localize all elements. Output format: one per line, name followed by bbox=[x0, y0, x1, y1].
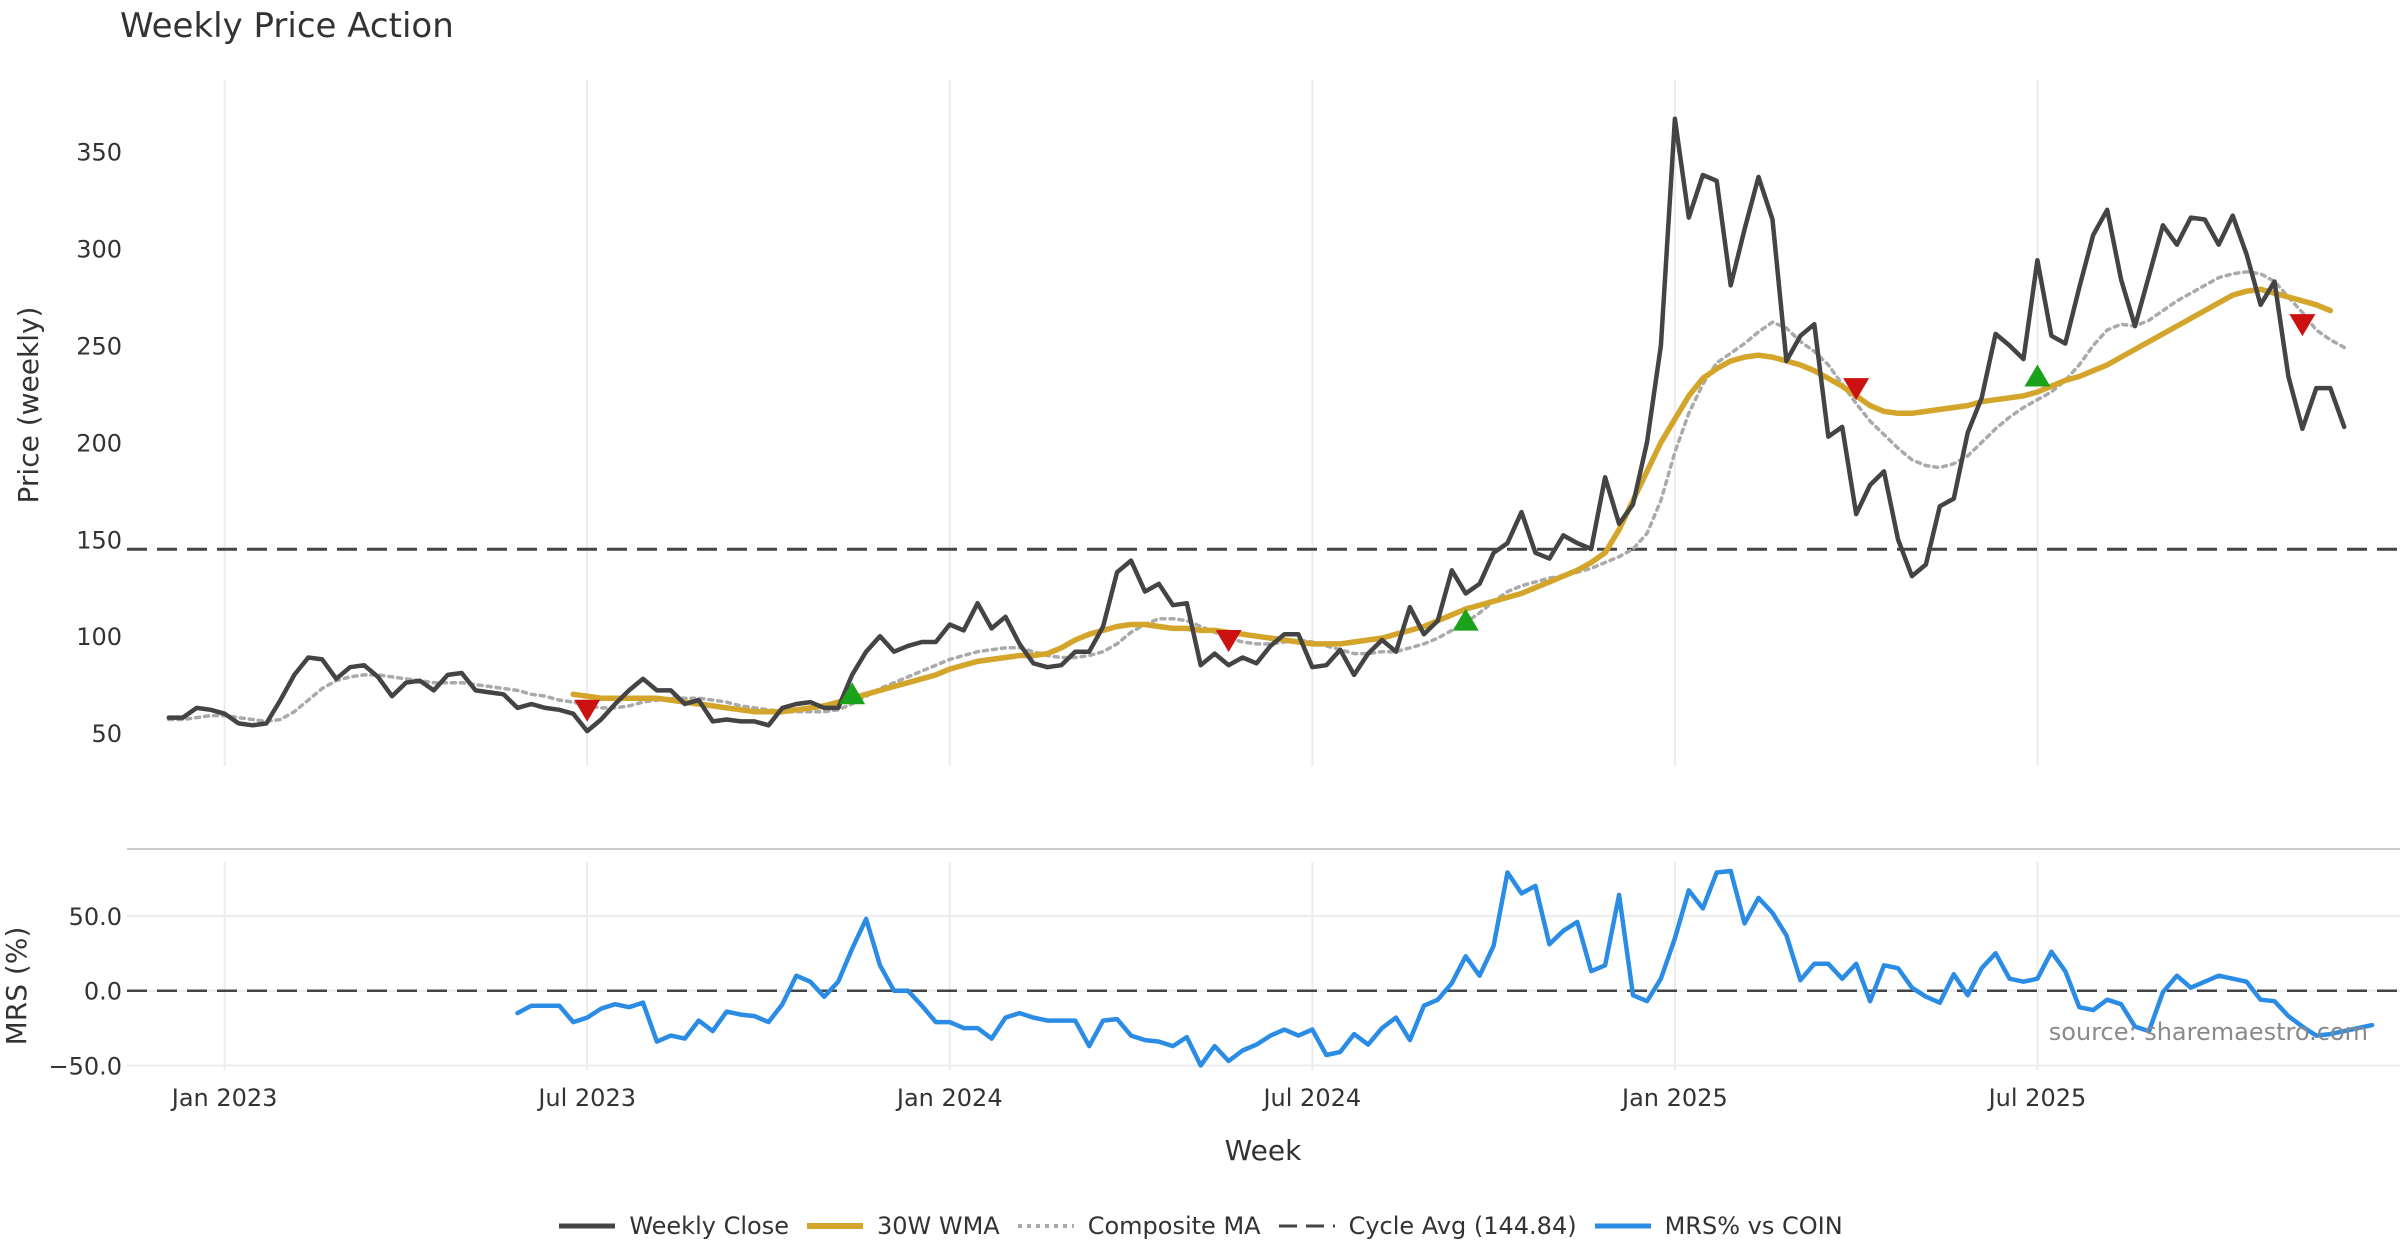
source-note: source: sharemaestro.com bbox=[2048, 1018, 2368, 1046]
mrs-y-tick-label: 0.0 bbox=[84, 978, 122, 1006]
legend-label-mrs: MRS% vs COIN bbox=[1664, 1212, 1843, 1240]
price-y-tick-label: 350 bbox=[76, 139, 122, 167]
buy-signal-marker bbox=[2024, 364, 2051, 387]
price-y-tick-label: 250 bbox=[76, 332, 122, 360]
mrs-y-tick-label: −50.0 bbox=[48, 1053, 122, 1081]
legend-swatch-mrs bbox=[1594, 1223, 1651, 1229]
price-y-tick-label: 100 bbox=[76, 623, 122, 651]
legend-item-cycle-avg: Cycle Avg (144.84) bbox=[1277, 1212, 1577, 1240]
mrs-y-axis-title: MRS (%) bbox=[0, 927, 33, 1046]
x-tick-label: Jan 2023 bbox=[170, 1084, 278, 1112]
price-y-tick-label: 200 bbox=[76, 429, 122, 457]
mrs-line bbox=[515, 868, 2375, 1068]
x-tick-label: Jan 2025 bbox=[1620, 1084, 1728, 1112]
legend-swatch-weekly-close bbox=[559, 1223, 616, 1229]
price-y-tick-label: 300 bbox=[76, 236, 122, 264]
legend-swatch-30w-wma bbox=[806, 1223, 863, 1229]
legend-label-weekly-close: Weekly Close bbox=[629, 1212, 789, 1240]
legend-item-30w-wma: 30W WMA bbox=[805, 1212, 1000, 1240]
buy-signal-marker bbox=[1452, 608, 1479, 631]
legend-swatch-composite-ma bbox=[1017, 1224, 1074, 1228]
weekly-close-line bbox=[166, 116, 2347, 734]
legend-label-composite-ma: Composite MA bbox=[1087, 1212, 1261, 1240]
buy-signal-marker bbox=[839, 682, 866, 705]
x-axis-title: Week bbox=[1225, 1134, 1302, 1167]
legend-item-weekly-close: Weekly Close bbox=[557, 1212, 789, 1240]
chart-title: Weekly Price Action bbox=[120, 6, 454, 46]
x-tick-label: Jan 2024 bbox=[895, 1084, 1003, 1112]
legend-item-mrs: MRS% vs COIN bbox=[1593, 1212, 1843, 1240]
legend-label-cycle-avg: Cycle Avg (144.84) bbox=[1348, 1212, 1577, 1240]
sell-signal-marker bbox=[1843, 378, 1870, 401]
price-y-tick-label: 150 bbox=[76, 526, 122, 554]
x-tick-label: Jul 2025 bbox=[1987, 1084, 2087, 1112]
legend-label-30w-wma: 30W WMA bbox=[876, 1212, 1000, 1240]
sell-signal-marker bbox=[574, 699, 601, 722]
price-y-tick-label: 50 bbox=[91, 720, 122, 748]
legend-item-composite-ma: Composite MA bbox=[1016, 1212, 1261, 1240]
sell-signal-marker bbox=[1215, 630, 1242, 653]
mrs-y-tick-label: 50.0 bbox=[69, 903, 122, 931]
legend-swatch-cycle-avg bbox=[1278, 1224, 1335, 1228]
composite-ma-line bbox=[167, 270, 2346, 724]
price-y-axis-title: Price (weekly) bbox=[12, 307, 45, 504]
sell-signal-marker bbox=[2289, 314, 2316, 337]
x-tick-label: Jul 2023 bbox=[536, 1084, 636, 1112]
x-tick-label: Jul 2024 bbox=[1261, 1084, 1361, 1112]
chart-legend: Weekly Close 30W WMA Composite MA Cycle … bbox=[0, 1212, 2400, 1240]
wma-30w-line bbox=[570, 286, 2334, 715]
